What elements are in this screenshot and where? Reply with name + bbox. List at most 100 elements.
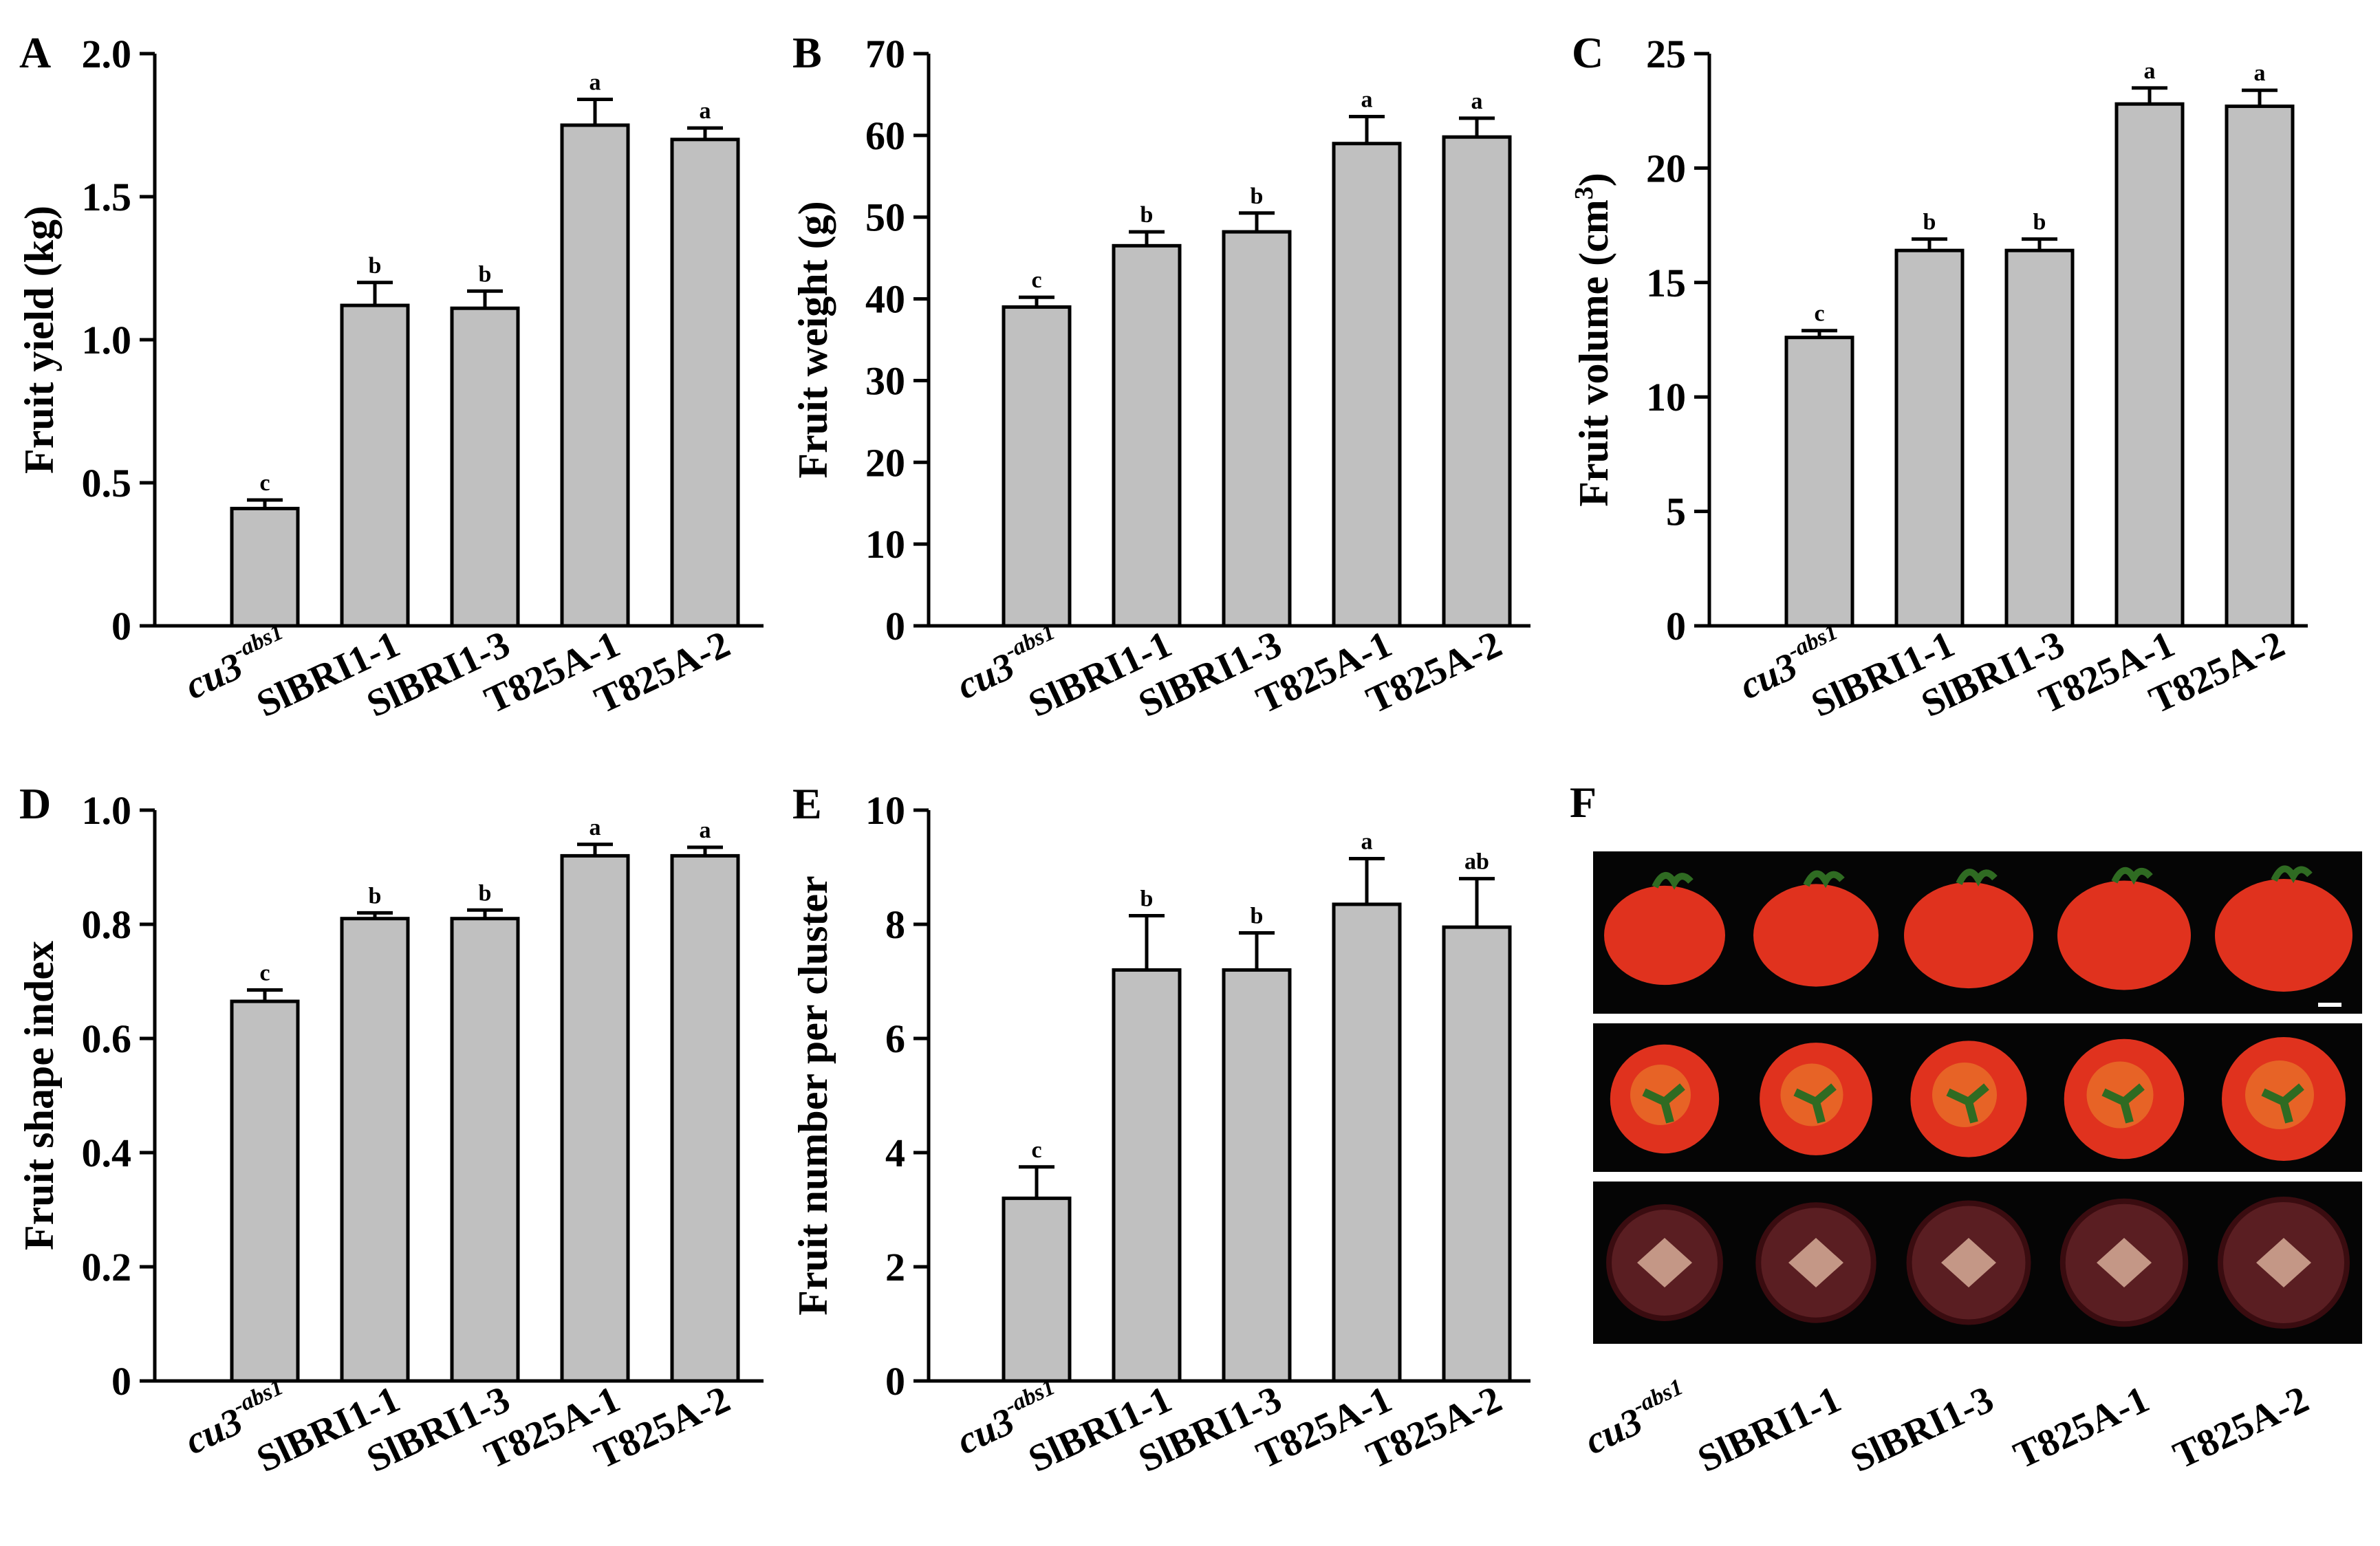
- bar: [1784, 336, 1854, 628]
- bar: [230, 506, 300, 628]
- y-tick-label: 15: [1646, 261, 1686, 305]
- panel-letter-e: E: [792, 779, 822, 828]
- fruit-highlight: [1780, 1063, 1843, 1126]
- bar: [450, 917, 520, 1383]
- bar: [230, 999, 300, 1383]
- stem: [1652, 872, 1694, 890]
- y-tick-label: 40: [865, 277, 905, 322]
- significance-letter: b: [1923, 210, 1936, 235]
- y-tick-label: 0: [111, 604, 131, 649]
- significance-letter: b: [2033, 210, 2046, 235]
- y-tick-label: 4: [885, 1131, 905, 1175]
- y-tick-label: 2: [885, 1245, 905, 1289]
- bar: [1442, 135, 1512, 628]
- calyx: [2261, 1083, 2304, 1124]
- pericarp: [1606, 1204, 1723, 1321]
- significance-letter: b: [1251, 184, 1264, 209]
- fruit-side: [1753, 884, 1879, 987]
- significance-letter: ab: [1464, 849, 1489, 875]
- significance-letter: c: [1031, 1137, 1041, 1163]
- y-tick-label: 60: [865, 113, 905, 158]
- significance-letter: a: [589, 70, 601, 96]
- fruit-side: [2215, 879, 2352, 992]
- y-axis-label: Fruit volume (cm3): [1570, 173, 1616, 507]
- calyx: [1793, 1083, 1837, 1124]
- y-axis-label: Fruit weight (g): [790, 201, 836, 478]
- fruit-side: [1604, 885, 1725, 986]
- bar: [1332, 902, 1402, 1383]
- y-tick-label: 0.8: [82, 902, 132, 947]
- bar: [340, 917, 410, 1383]
- significance-letter: b: [479, 880, 492, 906]
- bar: [670, 853, 740, 1383]
- pericarp: [1755, 1202, 1876, 1323]
- y-tick-label: 0.5: [82, 461, 132, 505]
- bar: [2004, 248, 2075, 628]
- stem: [1956, 869, 1998, 886]
- significance-letter: b: [1140, 886, 1154, 912]
- pericarp: [2218, 1197, 2350, 1329]
- fruit-highlight: [2086, 1061, 2154, 1129]
- y-tick-label: 0: [885, 604, 905, 649]
- bar: [1002, 1196, 1072, 1383]
- fruit-highlight: [1630, 1065, 1691, 1125]
- y-tick-label: 8: [885, 902, 905, 947]
- bar: [560, 853, 630, 1383]
- fruit-highlight: [1932, 1063, 1997, 1127]
- bar: [1332, 142, 1402, 628]
- photo-label-slbri1-3: SlBRI1-3: [1844, 1378, 2000, 1481]
- y-tick-label: 30: [865, 358, 905, 403]
- panel-letter-f: F: [1570, 778, 1597, 827]
- bar: [1442, 925, 1512, 1383]
- bar: [340, 303, 410, 628]
- panel-letter-b: B: [792, 28, 822, 77]
- pericarp: [2059, 1198, 2189, 1327]
- photo-label-slbri1-1: SlBRI1-1: [1691, 1378, 1847, 1481]
- y-tick-label: 10: [865, 788, 905, 833]
- significance-letter: a: [1471, 89, 1483, 114]
- significance-letter: b: [369, 883, 382, 908]
- y-tick-label: 70: [865, 32, 905, 76]
- stem: [1803, 870, 1845, 889]
- scale-bar: [2318, 1003, 2341, 1007]
- significance-letter: b: [479, 261, 492, 287]
- y-tick-label: 6: [885, 1016, 905, 1061]
- calyx: [1642, 1083, 1685, 1124]
- y-tick-label: 0: [885, 1359, 905, 1404]
- bar: [1222, 230, 1292, 628]
- fruit-photos: [1604, 865, 2352, 1329]
- bar: [1112, 243, 1182, 628]
- bar: [560, 123, 630, 628]
- significance-letter: c: [1814, 301, 1824, 327]
- panel-letter-d: D: [19, 779, 51, 828]
- bar: [1112, 968, 1182, 1383]
- y-tick-label: 25: [1646, 32, 1686, 76]
- stem: [2271, 865, 2313, 884]
- significance-letter: b: [1140, 202, 1154, 228]
- y-axis-label: Fruit shape index: [17, 941, 62, 1250]
- y-tick-label: 2.0: [82, 32, 132, 76]
- bar: [450, 306, 520, 628]
- y-tick-label: 1.0: [82, 318, 132, 362]
- photo-label-cu3: cu3-abs1: [1577, 1374, 1696, 1463]
- charts-group: A 0 0.5 1.0 1.5 2.0 Fruit yield (kg) c b b a a cu3-a…: [17, 28, 2308, 1481]
- panel-letter-c: C: [1572, 28, 1603, 77]
- y-axis-label: Fruit number per cluster: [790, 875, 836, 1315]
- pericarp: [1906, 1200, 2031, 1325]
- stem: [2111, 867, 2153, 885]
- significance-letter: a: [1361, 829, 1373, 855]
- y-tick-label: 1.0: [82, 788, 132, 833]
- bar: [1894, 248, 1965, 628]
- significance-letter: a: [589, 815, 601, 840]
- fruit-side: [2057, 880, 2191, 990]
- y-tick-label: 0.4: [82, 1131, 132, 1175]
- bar: [1002, 305, 1072, 628]
- y-tick-label: 1.5: [82, 175, 132, 219]
- significance-letter: a: [700, 98, 711, 124]
